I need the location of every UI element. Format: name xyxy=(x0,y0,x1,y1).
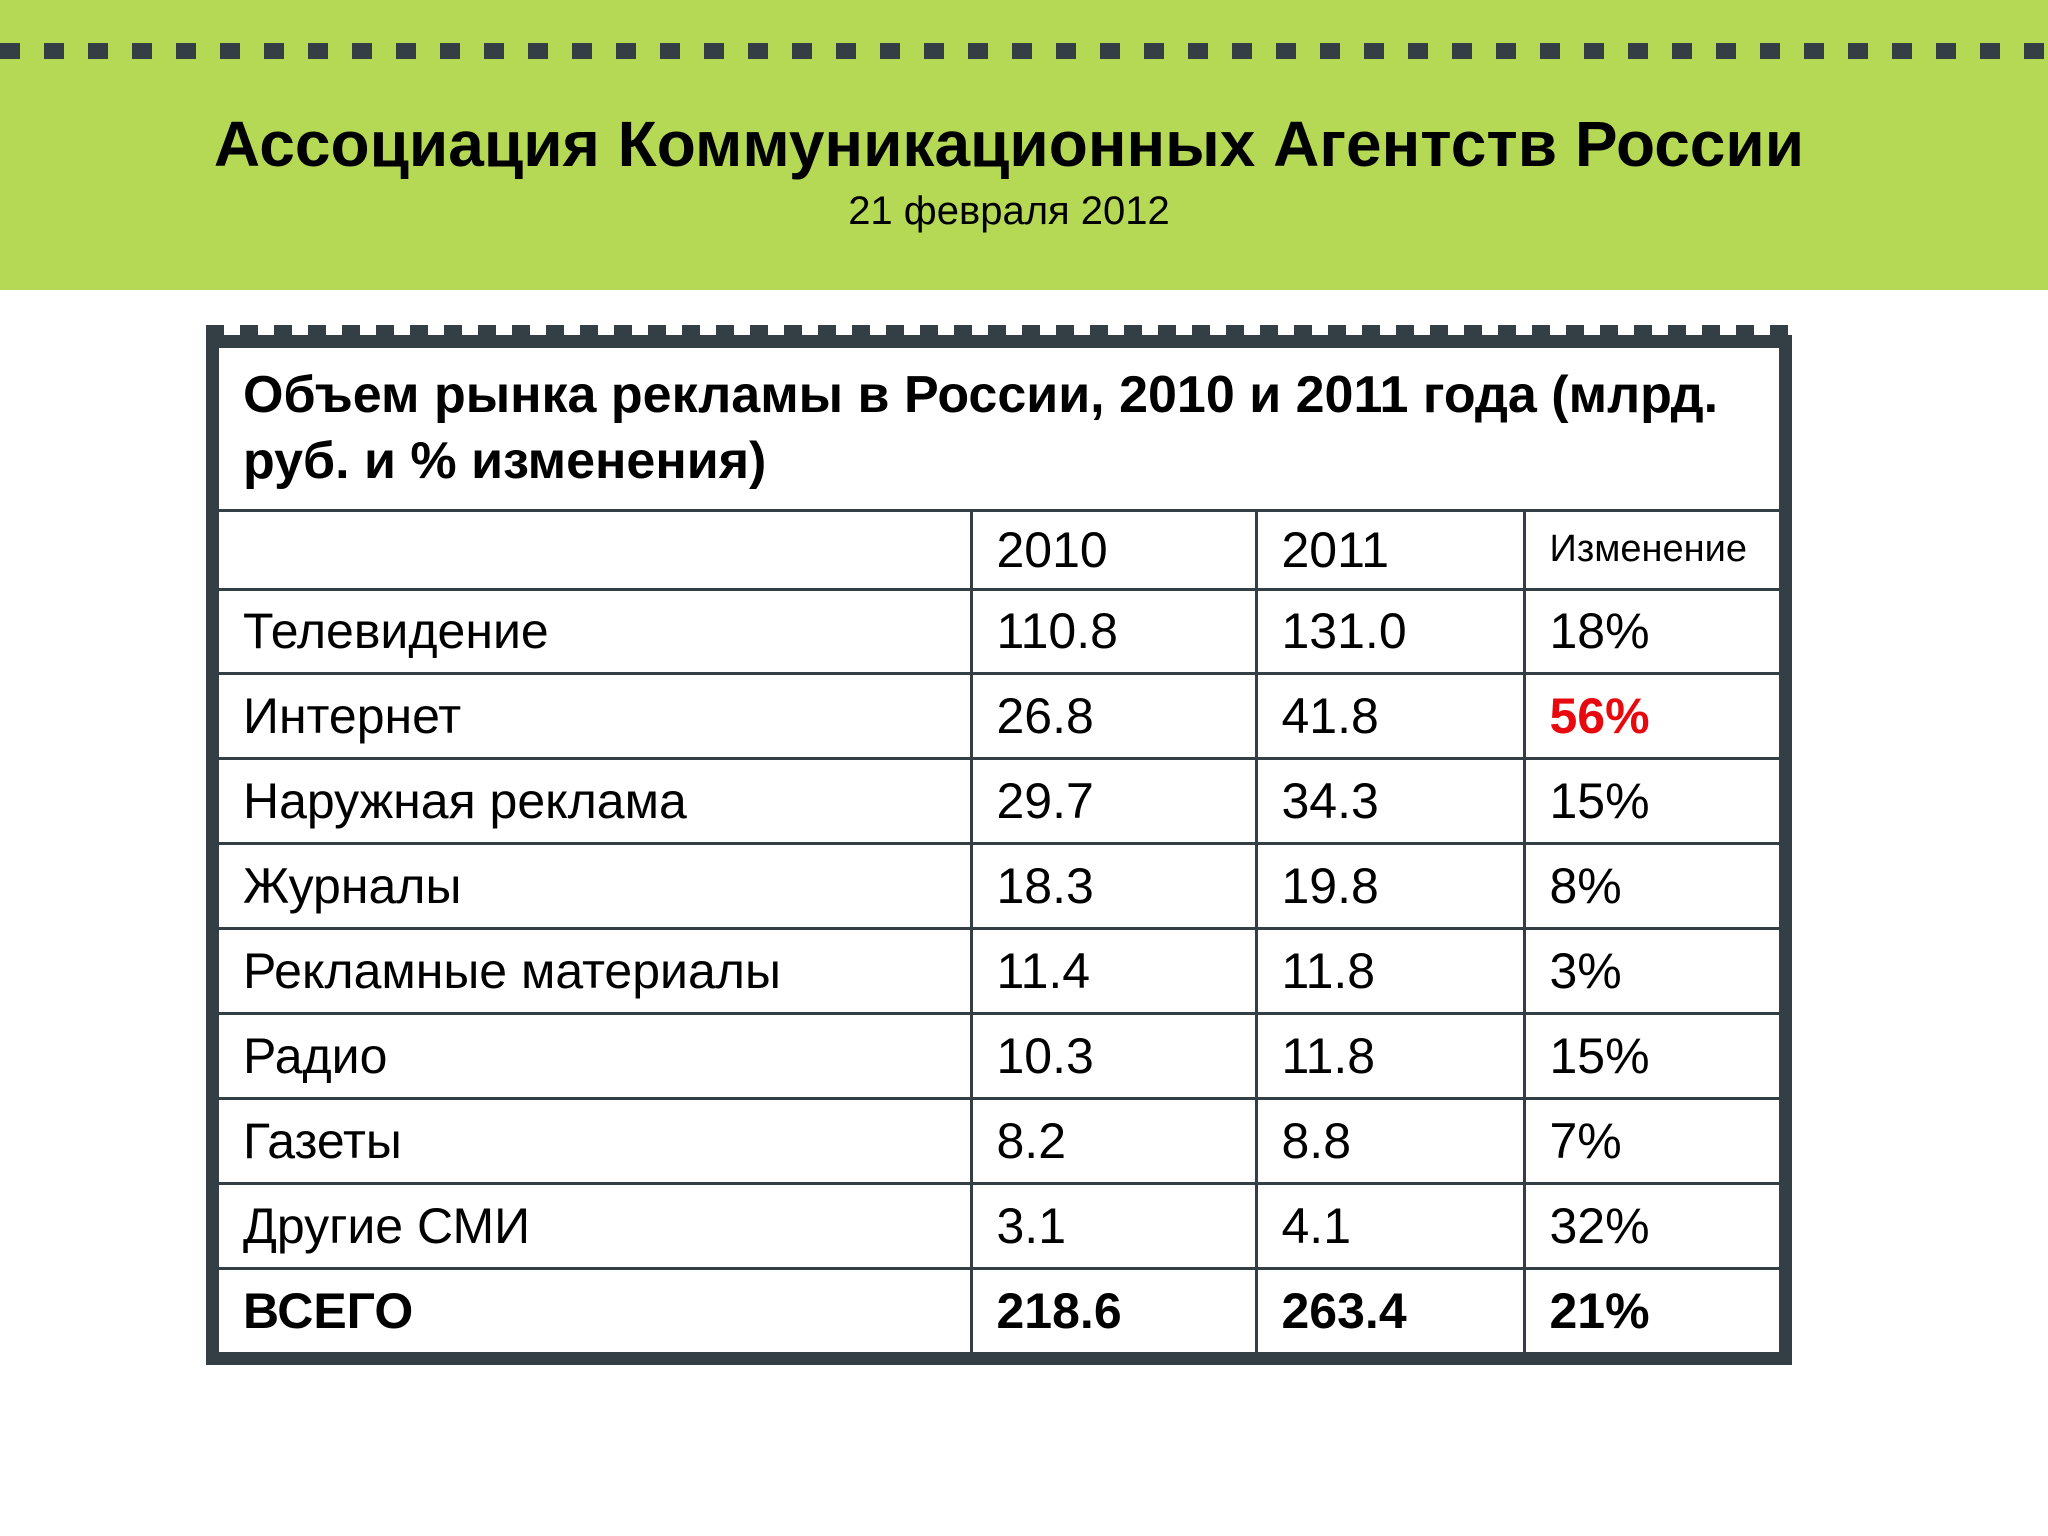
table-title-row: Объем рынка рекламы в России, 2010 и 201… xyxy=(219,348,1779,512)
total-2010-cell: 218.6 xyxy=(969,1267,1258,1352)
change-cell: 32% xyxy=(1522,1182,1779,1270)
value-2011-cell: 19.8 xyxy=(1254,842,1526,931)
column-header-change: Изменение xyxy=(1522,508,1779,591)
change-cell-highlighted: 56% xyxy=(1522,672,1779,761)
category-cell: Телевидение xyxy=(219,587,973,676)
change-cell: 3% xyxy=(1522,927,1779,1016)
table-row: Интернет 26.8 41.8 56% xyxy=(219,672,1779,761)
ad-market-table: Объем рынка рекламы в России, 2010 и 201… xyxy=(219,348,1779,1352)
change-cell: 15% xyxy=(1522,1012,1779,1101)
value-2011-cell: 41.8 xyxy=(1254,672,1526,761)
total-row: ВСЕГО 218.6 263.4 21% xyxy=(219,1267,1779,1352)
category-cell: Газеты xyxy=(219,1097,973,1186)
category-cell: Интернет xyxy=(219,672,973,761)
value-2010-cell: 110.8 xyxy=(969,587,1258,676)
value-2010-cell: 11.4 xyxy=(969,927,1258,1016)
total-change-cell: 21% xyxy=(1522,1267,1779,1352)
category-cell: Другие СМИ xyxy=(219,1182,973,1270)
value-2010-cell: 29.7 xyxy=(969,757,1258,846)
category-cell: Радио xyxy=(219,1012,973,1101)
total-label-cell: ВСЕГО xyxy=(219,1267,973,1352)
change-cell: 15% xyxy=(1522,757,1779,846)
change-cell: 18% xyxy=(1522,587,1779,676)
value-2011-cell: 4.1 xyxy=(1254,1182,1526,1270)
table-row: Журналы 18.3 19.8 8% xyxy=(219,842,1779,931)
value-2011-cell: 34.3 xyxy=(1254,757,1526,846)
column-header-2010: 2010 xyxy=(969,508,1258,591)
organization-title: Ассоциация Коммуникационных Агентств Рос… xyxy=(213,108,1805,180)
value-2010-cell: 26.8 xyxy=(969,672,1258,761)
table-row: Телевидение 110.8 131.0 18% xyxy=(219,587,1779,676)
column-header-2011: 2011 xyxy=(1254,508,1526,591)
change-cell: 8% xyxy=(1522,842,1779,931)
table-row: Рекламные материалы 11.4 11.8 3% xyxy=(219,927,1779,1016)
category-cell: Наружная реклама xyxy=(219,757,973,846)
table-row: Наружная реклама 29.7 34.3 15% xyxy=(219,757,1779,846)
table-row: Газеты 8.2 8.8 7% xyxy=(219,1097,1779,1186)
header-banner: Ассоциация Коммуникационных Агентств Рос… xyxy=(0,0,2048,290)
value-2011-cell: 11.8 xyxy=(1254,927,1526,1016)
decorative-dash-line xyxy=(0,43,2048,59)
category-cell: Рекламные материалы xyxy=(219,927,973,1016)
category-cell: Журналы xyxy=(219,842,973,931)
value-2010-cell: 10.3 xyxy=(969,1012,1258,1101)
value-2011-cell: 8.8 xyxy=(1254,1097,1526,1186)
value-2010-cell: 3.1 xyxy=(969,1182,1258,1270)
value-2011-cell: 11.8 xyxy=(1254,1012,1526,1101)
table-title: Объем рынка рекламы в России, 2010 и 201… xyxy=(219,348,1779,512)
presentation-date: 21 февраля 2012 xyxy=(848,189,1170,233)
value-2011-cell: 131.0 xyxy=(1254,587,1526,676)
table-dash-line xyxy=(206,325,1792,335)
table-row: Другие СМИ 3.1 4.1 32% xyxy=(219,1182,1779,1270)
change-cell: 7% xyxy=(1522,1097,1779,1186)
column-header-category xyxy=(219,508,973,591)
table-row: Радио 10.3 11.8 15% xyxy=(219,1012,1779,1101)
column-header-row: 2010 2011 Изменение xyxy=(219,508,1779,591)
value-2010-cell: 18.3 xyxy=(969,842,1258,931)
total-2011-cell: 263.4 xyxy=(1254,1267,1526,1352)
value-2010-cell: 8.2 xyxy=(969,1097,1258,1186)
